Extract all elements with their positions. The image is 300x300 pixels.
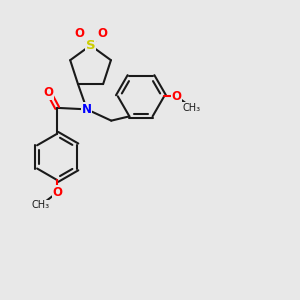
- Text: O: O: [52, 186, 62, 199]
- Text: O: O: [172, 90, 182, 103]
- Text: N: N: [82, 103, 92, 116]
- Text: CH₃: CH₃: [182, 103, 201, 112]
- Text: O: O: [44, 86, 54, 99]
- Text: O: O: [97, 27, 107, 40]
- Text: CH₃: CH₃: [32, 200, 50, 210]
- Text: O: O: [74, 27, 84, 40]
- Text: S: S: [86, 39, 95, 52]
